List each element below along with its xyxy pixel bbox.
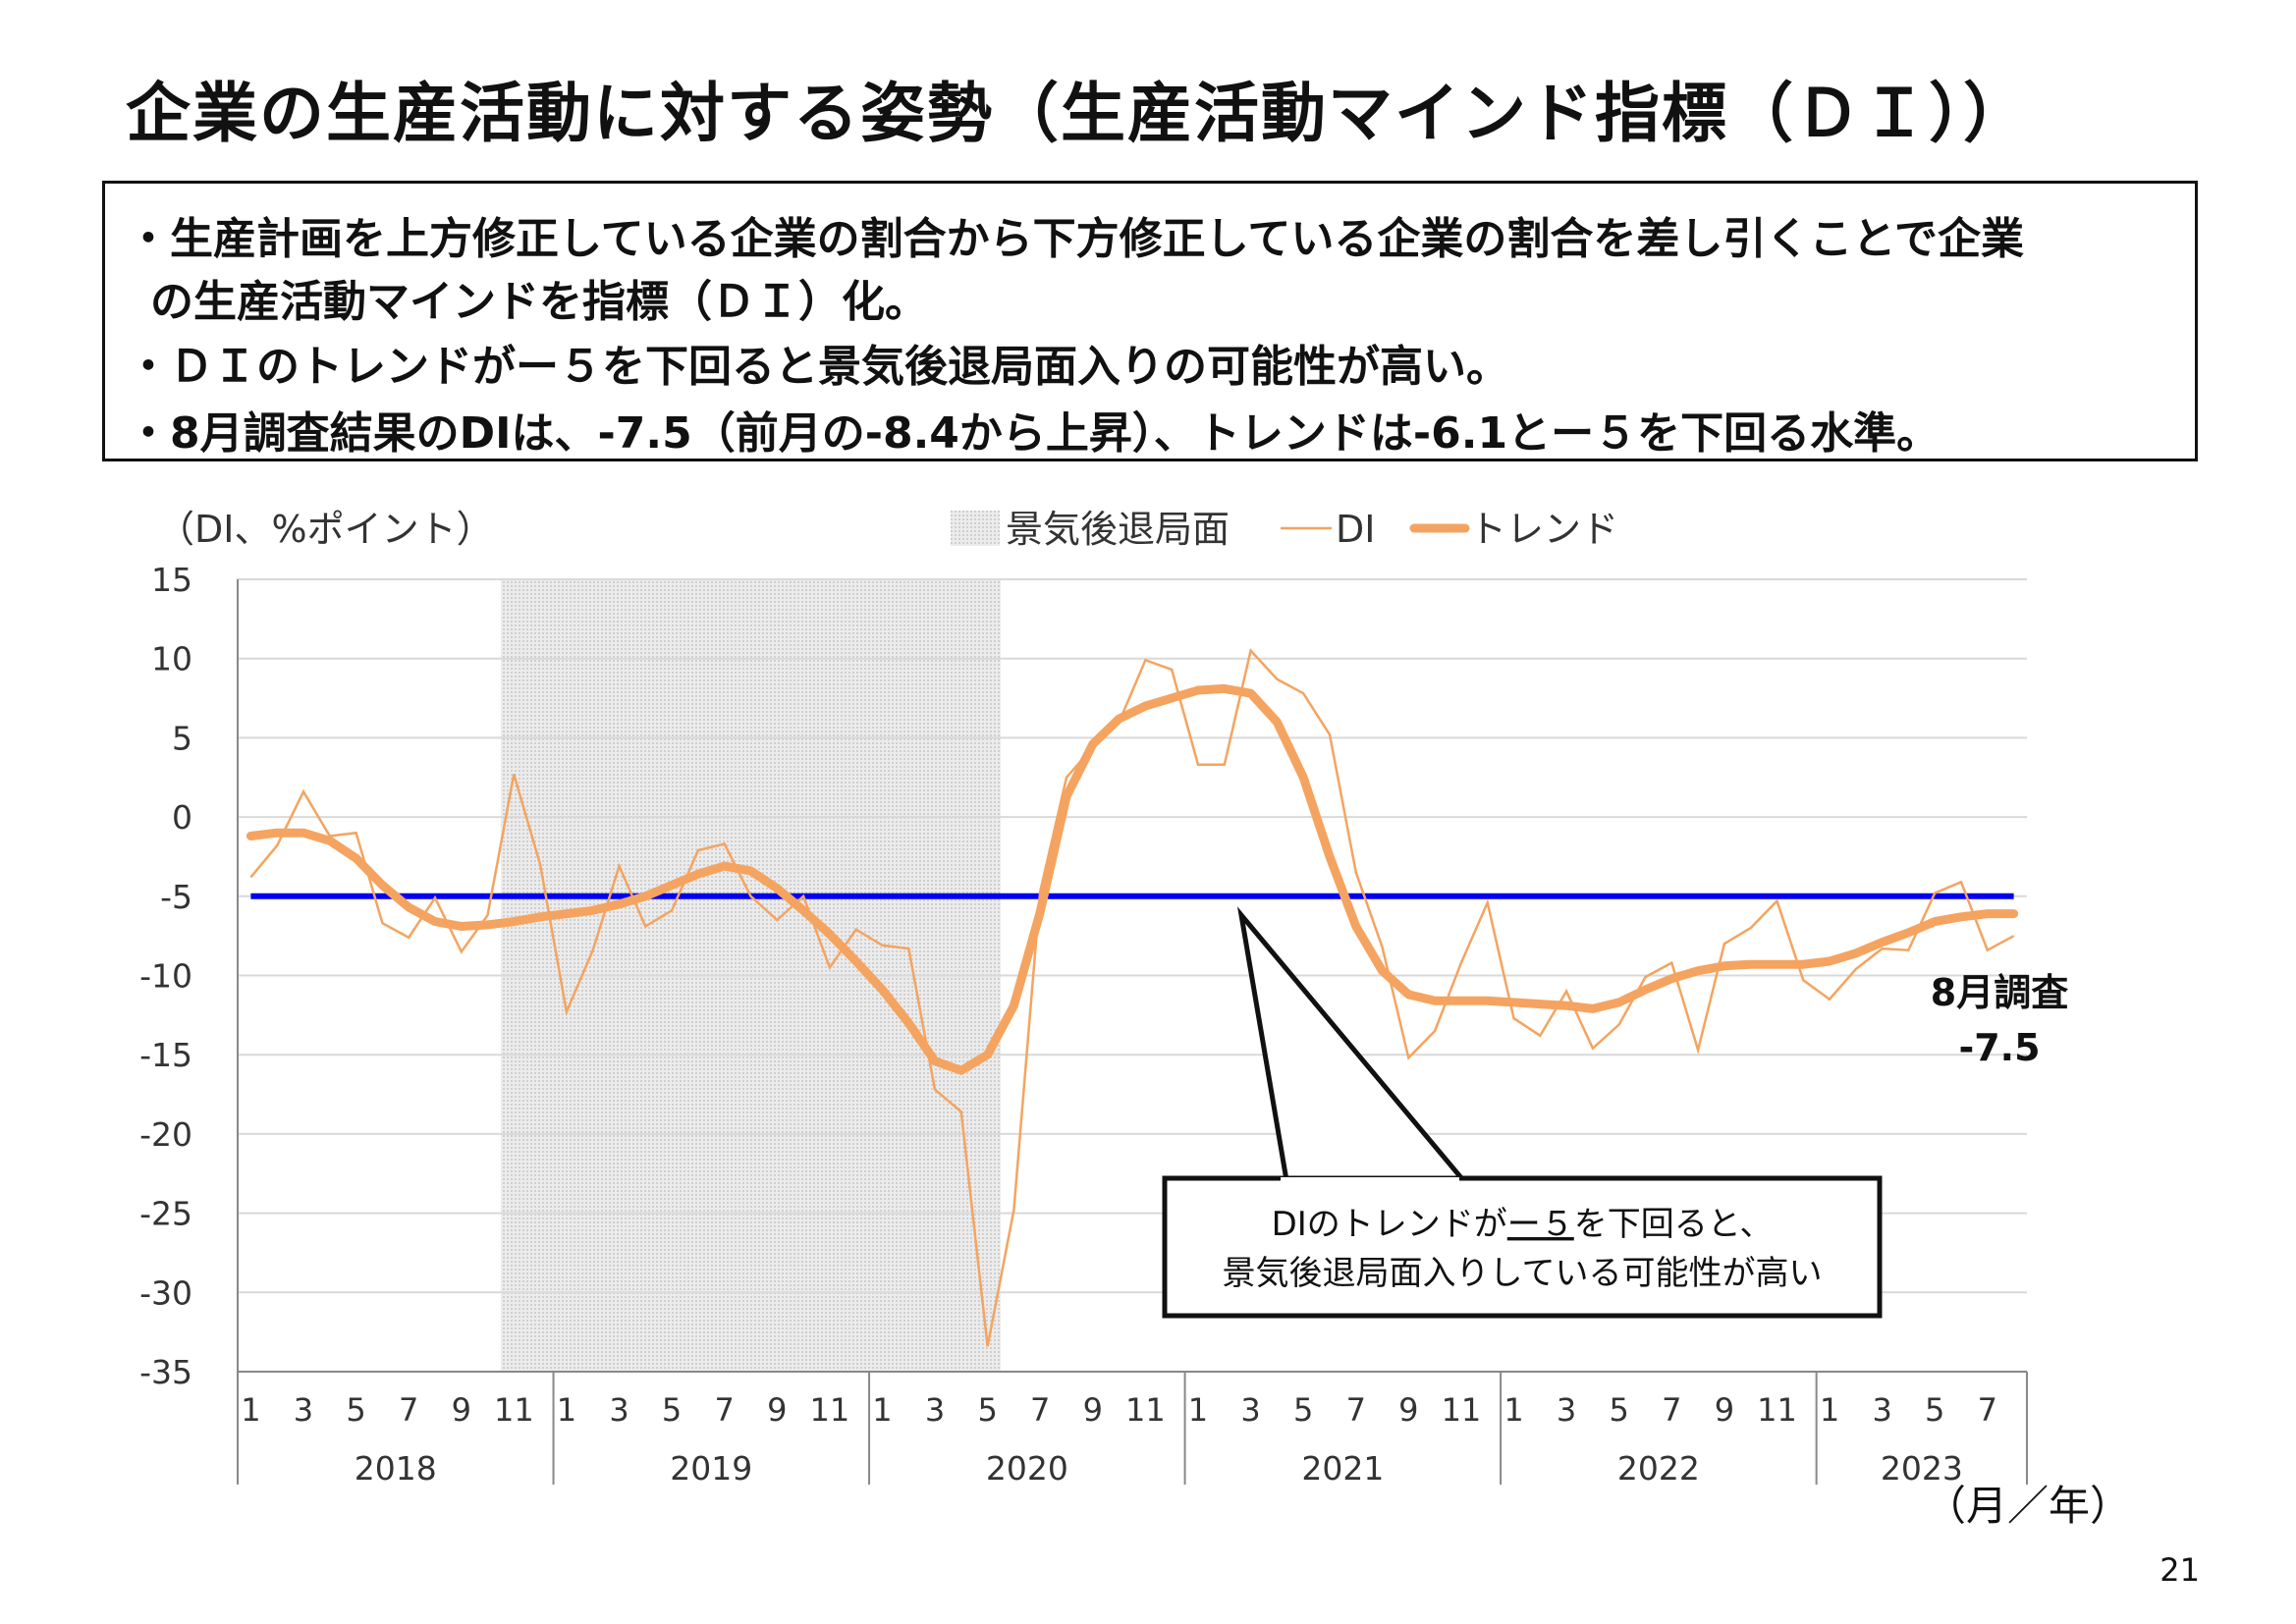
- page-title: 企業の生産活動に対する姿勢（生産活動マインド指標（ＤＩ））: [126, 76, 2030, 151]
- x-month-tick-label: 11: [810, 1391, 850, 1429]
- legend-recession-swatch: [951, 511, 1000, 546]
- summary-box: ・生産計画を上方修正している企業の割合から下方修正している企業の割合を差し引くこ…: [102, 181, 2198, 461]
- x-month-tick-label: 5: [1293, 1391, 1313, 1429]
- note-2-line-1: ・ＤＩのトレンドがー５を下回ると景気後退局面入りの可能性が高い。: [127, 342, 1509, 392]
- x-month-tick-label: 7: [1978, 1391, 1997, 1429]
- x-month-tick-label: 9: [452, 1391, 471, 1429]
- y-tick-label: -10: [139, 957, 192, 996]
- callout-text-part: DIのトレンドが: [1272, 1205, 1507, 1244]
- x-month-tick-label: 1: [1820, 1391, 1839, 1429]
- x-month-tick-label: 11: [1125, 1391, 1166, 1429]
- legend-recession-label: 景気後退局面: [1006, 508, 1230, 551]
- x-month-tick-label: 3: [1240, 1391, 1260, 1429]
- x-month-tick-label: 3: [1557, 1391, 1576, 1429]
- x-month-tick-label: 9: [767, 1391, 787, 1429]
- note-1-line-1: ・生産計画を上方修正している企業の割合から下方修正している企業の割合を差し引くこ…: [127, 214, 2025, 264]
- callout-text-line-2: 景気後退局面入りしている可能性が高い: [1223, 1254, 1823, 1293]
- callout-box: [1162, 1175, 1883, 1319]
- x-month-tick-label: 1: [1188, 1391, 1208, 1429]
- x-year-label: 2023: [1881, 1449, 1963, 1488]
- callout-underlined-value: ー５: [1507, 1205, 1574, 1244]
- di-series-line: [249, 648, 2015, 1347]
- x-year-label: 2022: [1617, 1449, 1700, 1488]
- x-month-tick-label: 5: [1610, 1391, 1629, 1429]
- callout-text-line-1: DIのトレンドがー５を下回ると、: [1272, 1205, 1774, 1244]
- x-month-tick-label: 7: [1030, 1391, 1050, 1429]
- x-month-tick-label: 1: [872, 1391, 892, 1429]
- y-tick-label: 5: [172, 719, 192, 757]
- note-1-line-2: の生産活動マインドを指標（ＤＩ）化。: [150, 277, 928, 327]
- x-month-tick-label: 7: [399, 1391, 418, 1429]
- x-month-tick-label: 3: [1872, 1391, 1891, 1429]
- x-month-tick-label: 7: [715, 1391, 735, 1429]
- x-month-tick-label: 1: [241, 1391, 260, 1429]
- y-tick-label: 0: [172, 798, 192, 837]
- x-month-tick-label: 11: [1757, 1391, 1797, 1429]
- note-1: ・生産計画を上方修正している企業の割合から下方修正している企業の割合を差し引くこ…: [127, 203, 2024, 329]
- y-tick-label: -30: [139, 1273, 192, 1312]
- x-month-tick-label: 7: [1346, 1391, 1366, 1429]
- y-tick-label: -20: [139, 1115, 192, 1154]
- y-tick-label: -15: [139, 1036, 192, 1074]
- y-tick-label: -5: [160, 878, 192, 916]
- y-tick-label: -25: [139, 1195, 192, 1233]
- x-month-tick-label: 9: [1715, 1391, 1734, 1429]
- x-month-tick-label: 3: [294, 1391, 313, 1429]
- x-month-tick-label: 3: [925, 1391, 945, 1429]
- legend-trend-label: トレンド: [1469, 508, 1618, 551]
- x-month-tick-label: 7: [1662, 1391, 1681, 1429]
- x-year-label: 2021: [1301, 1449, 1384, 1488]
- note-2: ・ＤＩのトレンドがー５を下回ると景気後退局面入りの可能性が高い。: [127, 331, 1509, 394]
- x-month-tick-label: 9: [1083, 1391, 1103, 1429]
- x-month-tick-label: 1: [1503, 1391, 1523, 1429]
- x-year-label: 2019: [670, 1449, 752, 1488]
- x-month-tick-label: 5: [1925, 1391, 1944, 1429]
- latest-annotation-label: 8月調査: [1931, 971, 2068, 1014]
- note-3: ・8月調査結果のDIは、-7.5（前月の-8.4から上昇）、トレンドは-6.1と…: [127, 398, 1940, 460]
- x-year-label: 2018: [355, 1449, 437, 1488]
- legend-di-label: DI: [1336, 508, 1375, 551]
- y-tick-label: -35: [139, 1353, 192, 1391]
- x-axis-label: （月／年）: [1925, 1482, 2131, 1530]
- page-number: 21: [2159, 1551, 2200, 1589]
- x-month-tick-label: 5: [662, 1391, 682, 1429]
- latest-annotation-value: -7.5: [1958, 1026, 2040, 1069]
- x-month-tick-label: 11: [1442, 1391, 1482, 1429]
- y-tick-label: 15: [151, 561, 192, 599]
- callout-text-part: を下回ると、: [1574, 1205, 1774, 1244]
- y-tick-label: 10: [151, 640, 192, 678]
- callout-pointer: [1236, 906, 1469, 1183]
- x-month-tick-label: 1: [557, 1391, 576, 1429]
- note-3-line-1: ・8月調査結果のDIは、-7.5（前月の-8.4から上昇）、トレンドは-6.1と…: [127, 408, 1941, 459]
- x-month-tick-label: 5: [977, 1391, 997, 1429]
- x-month-tick-label: 5: [346, 1391, 365, 1429]
- x-month-tick-label: 11: [494, 1391, 534, 1429]
- trend-series-line: [246, 683, 2019, 1075]
- x-month-tick-label: 3: [609, 1391, 629, 1429]
- x-month-tick-label: 9: [1398, 1391, 1418, 1429]
- x-year-label: 2020: [986, 1449, 1068, 1488]
- y-axis-label: （DI、%ポイント）: [157, 508, 494, 551]
